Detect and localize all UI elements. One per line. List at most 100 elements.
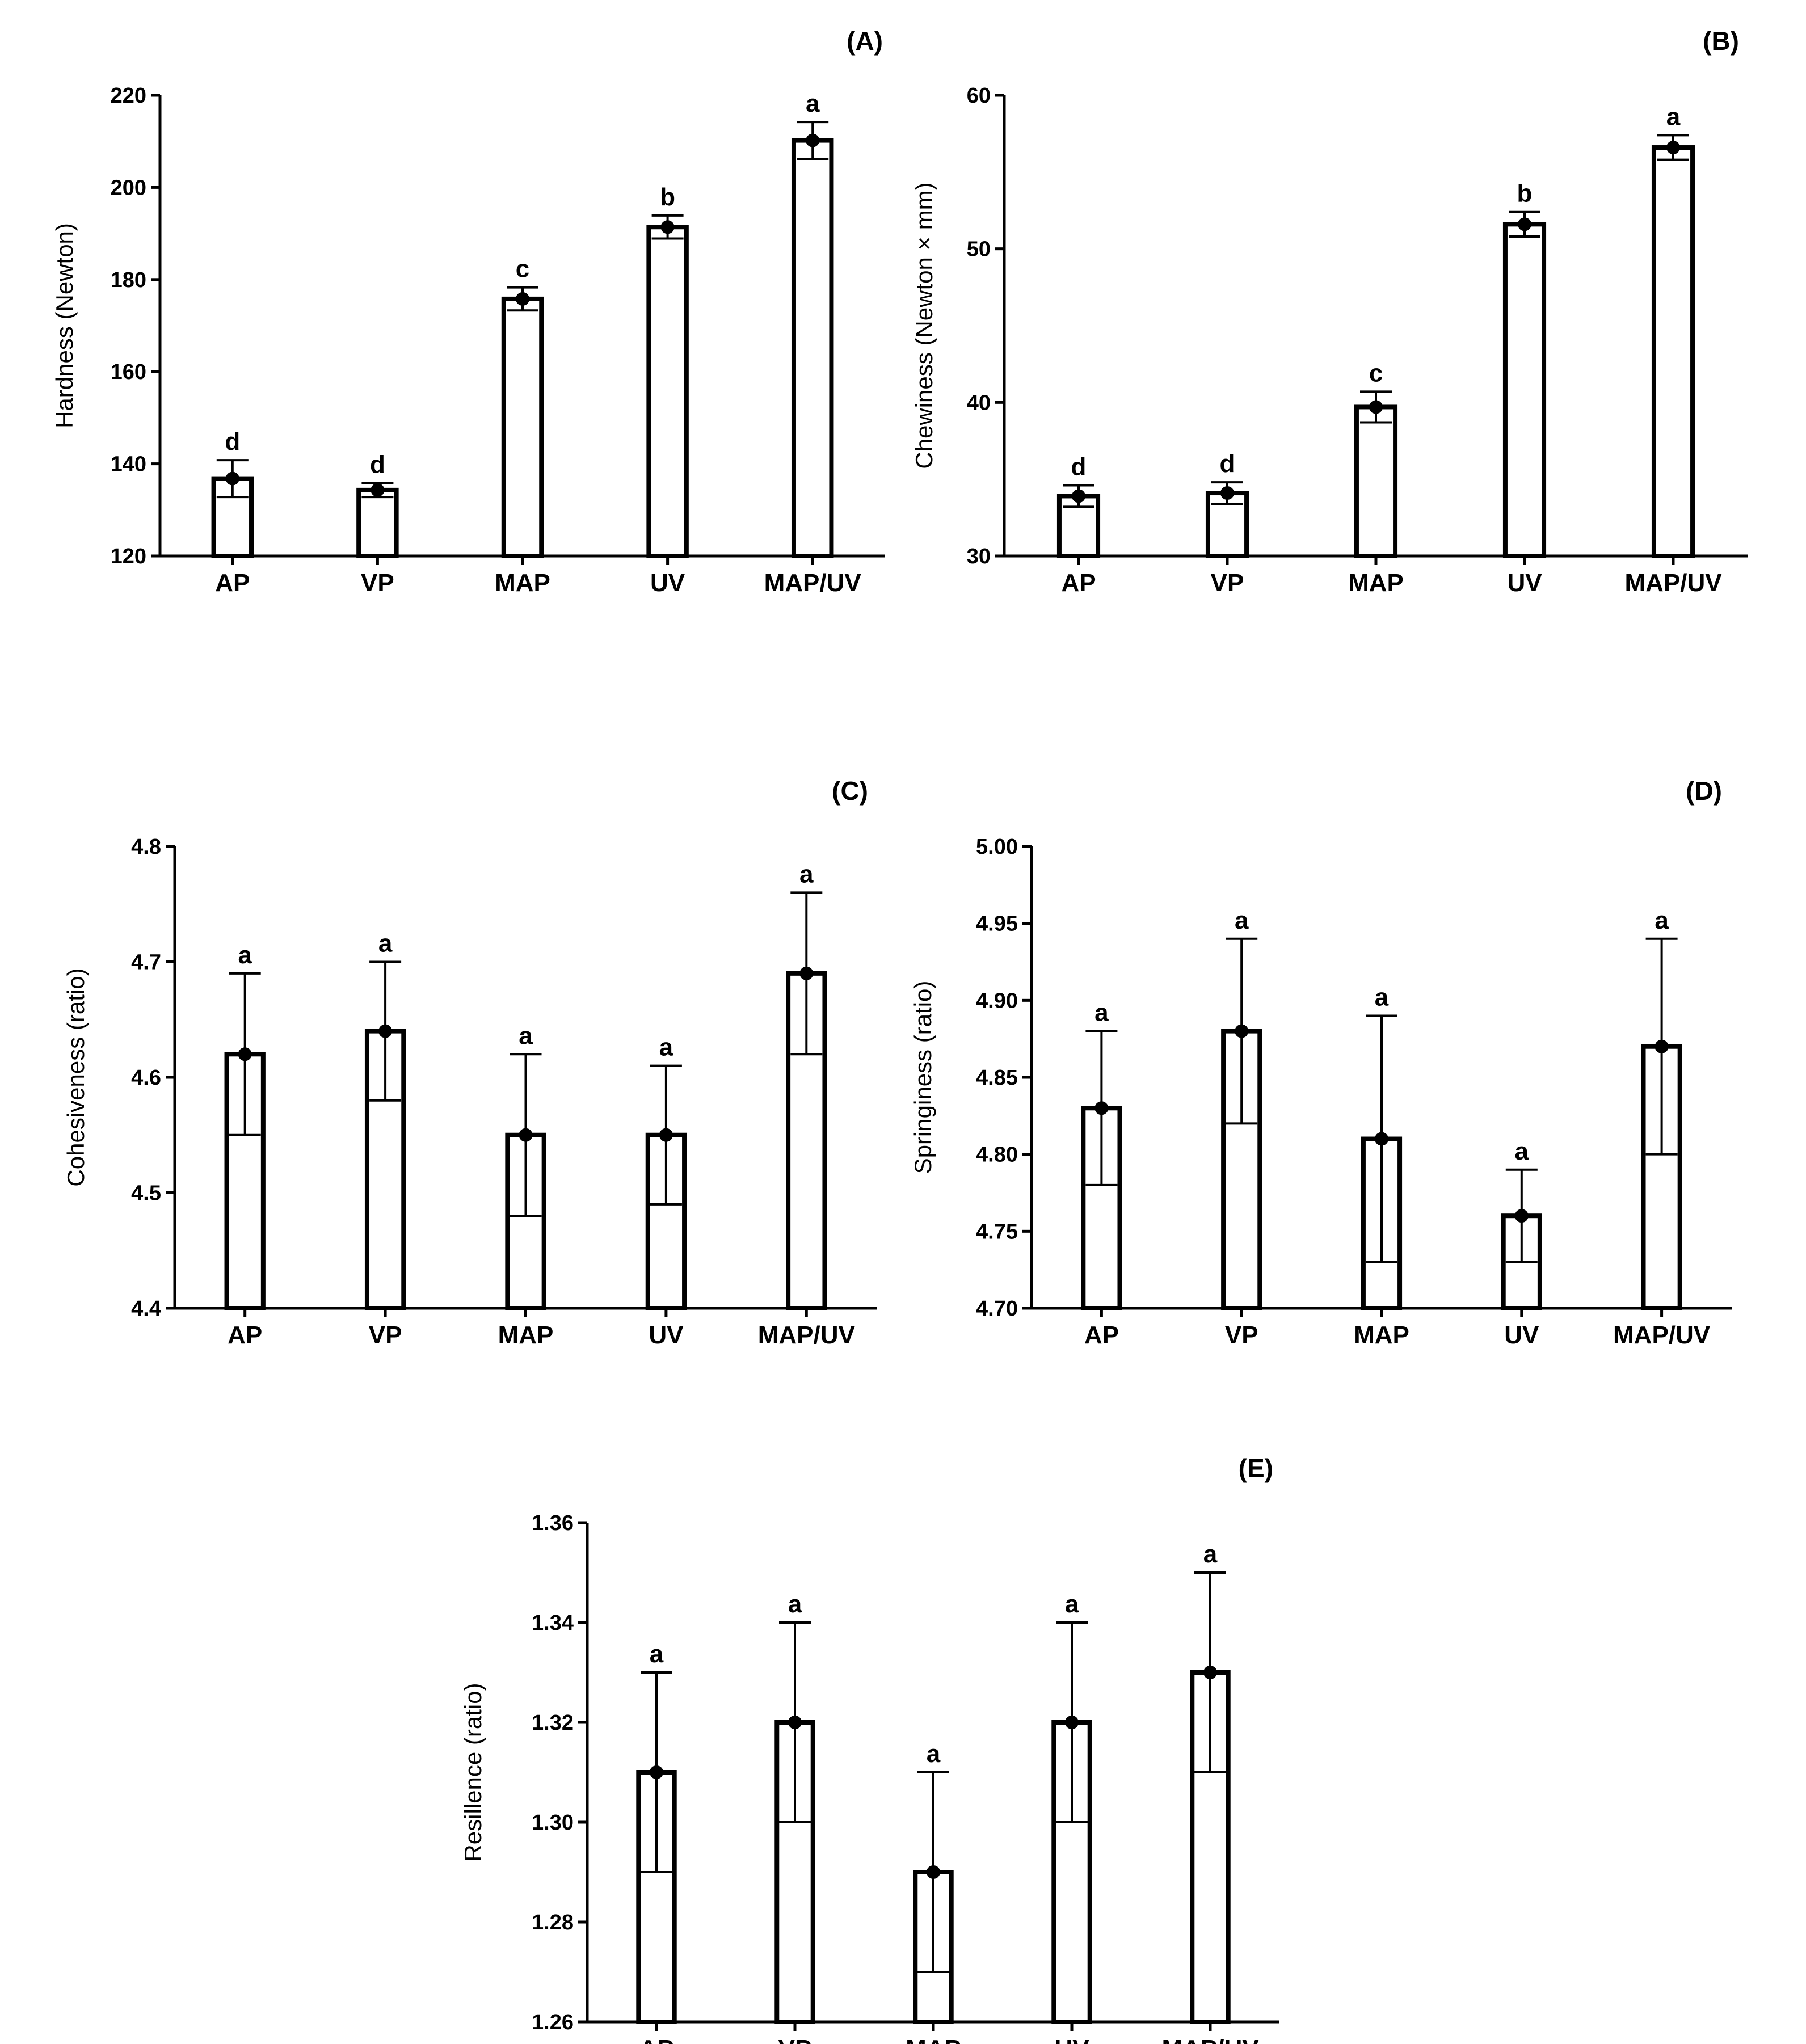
panel-label: (E) xyxy=(1239,1453,1273,1483)
y-tick-label: 4.85 xyxy=(976,1066,1018,1090)
significance-letter: a xyxy=(806,90,820,117)
panel-e: (E) Resillence (ratio) 1.26 1.28 1.30 1.32 1.3… xyxy=(460,1453,1279,2044)
mean-point xyxy=(660,220,675,234)
bar xyxy=(791,138,834,559)
mean-point xyxy=(1220,486,1234,500)
y-tick-label: 1.30 xyxy=(532,1811,574,1835)
category-label: MAP/UV xyxy=(758,1321,856,1349)
significance-letter: a xyxy=(1666,103,1681,130)
mean-point xyxy=(1203,1666,1217,1679)
panel-label: (A) xyxy=(847,26,883,56)
panel-d: (D) Springiness (ratio) 4.70 4.75 4.80 4.85 4.… xyxy=(910,776,1732,1349)
mean-point xyxy=(1065,1716,1079,1729)
y-tick-label: 4.90 xyxy=(976,989,1018,1013)
y-tick-label: 5.00 xyxy=(976,835,1018,859)
panel-b: (B) Chewiness (Newton × mm) 30 40 50 60 AP d VP d… xyxy=(911,26,1748,597)
mean-point xyxy=(1518,217,1531,231)
significance-letter: a xyxy=(1203,1540,1218,1568)
mean-point xyxy=(1235,1024,1249,1038)
y-tick-label: 50 xyxy=(967,238,991,262)
category-label: MAP xyxy=(1354,1321,1409,1349)
significance-letter: a xyxy=(1655,907,1669,934)
mean-point xyxy=(927,1865,940,1879)
mean-point xyxy=(806,133,820,147)
significance-letter: a xyxy=(1065,1590,1079,1618)
y-axis-title: Resillence (ratio) xyxy=(460,1683,486,1861)
significance-letter: a xyxy=(650,1640,664,1668)
significance-letter: a xyxy=(238,941,252,969)
significance-letter: b xyxy=(1517,180,1533,208)
panel-c: (C) Cohesiveness (ratio) 4.4 4.5 4.6 4.7 4.8 AP… xyxy=(62,776,877,1349)
bar xyxy=(501,296,544,558)
category-label: VP xyxy=(369,1321,402,1349)
category-label: MAP xyxy=(1348,569,1404,597)
mean-point xyxy=(788,1716,802,1729)
y-tick-label: 1.36 xyxy=(532,1511,574,1535)
mean-point xyxy=(1666,141,1680,155)
y-axis-title: Hardness (Newton) xyxy=(51,223,78,428)
panel-a: (A) Hardness (Newton) 120 140 160 180 200 220 AP… xyxy=(51,26,885,597)
y-tick-label: 4.6 xyxy=(131,1066,161,1090)
significance-letter: a xyxy=(1094,999,1109,1027)
mean-point xyxy=(516,292,529,306)
category-label: AP xyxy=(639,2035,673,2044)
y-tick-label: 4.7 xyxy=(131,951,161,975)
category-label: UV xyxy=(649,1321,684,1349)
bar xyxy=(1502,222,1547,558)
mean-point xyxy=(1375,1132,1388,1146)
category-label: MAP/UV xyxy=(1624,569,1722,597)
mean-point xyxy=(1072,489,1085,503)
category-label: VP xyxy=(1225,1321,1258,1349)
y-tick-label: 4.95 xyxy=(976,912,1018,936)
y-tick-label: 4.4 xyxy=(131,1297,161,1321)
mean-point xyxy=(1369,400,1383,414)
mean-point xyxy=(225,471,239,486)
y-tick-label: 200 xyxy=(111,176,146,200)
y-tick-label: 4.70 xyxy=(976,1297,1018,1321)
category-label: AP xyxy=(228,1321,262,1349)
category-label: UV xyxy=(1054,2035,1089,2044)
mean-point xyxy=(1655,1039,1669,1053)
y-tick-label: 120 xyxy=(111,545,146,568)
category-label: AP xyxy=(215,569,250,597)
significance-letter: a xyxy=(1235,907,1249,934)
significance-letter: c xyxy=(1369,359,1383,387)
significance-letter: d xyxy=(225,428,240,456)
significance-letter: a xyxy=(659,1034,673,1061)
y-tick-label: 1.34 xyxy=(532,1611,574,1635)
category-label: MAP/UV xyxy=(764,569,862,597)
significance-letter: a xyxy=(927,1740,941,1768)
bar xyxy=(356,487,399,558)
category-label: AP xyxy=(1061,569,1096,597)
significance-letter: c xyxy=(516,255,529,283)
y-tick-label: 140 xyxy=(111,453,146,477)
y-axis-title: Chewiness (Newton × mm) xyxy=(911,182,937,469)
category-label: MAP/UV xyxy=(1613,1321,1711,1349)
mean-point xyxy=(238,1047,252,1061)
mean-point xyxy=(519,1128,533,1142)
bar xyxy=(646,225,689,558)
category-label: MAP xyxy=(495,569,550,597)
category-label: MAP/UV xyxy=(1161,2035,1259,2044)
y-tick-label: 1.26 xyxy=(532,2011,574,2034)
y-tick-label: 160 xyxy=(111,360,146,384)
significance-letter: d xyxy=(1220,450,1235,478)
y-tick-label: 1.28 xyxy=(532,1911,574,1935)
y-tick-label: 40 xyxy=(967,391,991,415)
significance-letter: d xyxy=(370,451,385,479)
significance-letter: a xyxy=(1375,983,1389,1011)
bar xyxy=(1651,145,1695,558)
mean-point xyxy=(378,1024,393,1038)
significance-letter: d xyxy=(1071,453,1087,481)
significance-letter: a xyxy=(799,860,814,888)
category-label: AP xyxy=(1084,1321,1119,1349)
panel-label: (D) xyxy=(1686,776,1722,806)
y-tick-label: 4.75 xyxy=(976,1220,1018,1244)
y-tick-label: 1.32 xyxy=(532,1711,574,1735)
y-tick-label: 60 xyxy=(967,84,991,108)
significance-letter: a xyxy=(378,930,393,958)
bar xyxy=(1354,404,1398,558)
mean-point xyxy=(799,966,814,980)
y-tick-label: 4.80 xyxy=(976,1143,1018,1167)
